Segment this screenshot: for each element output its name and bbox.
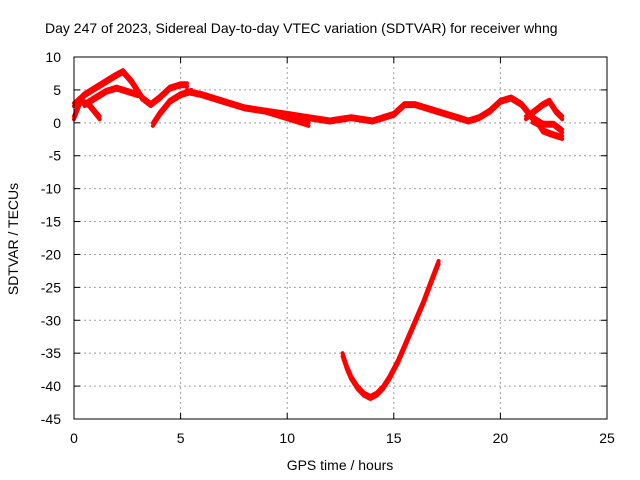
x-tick-label: 10 (279, 430, 295, 446)
y-tick-label: -20 (41, 246, 61, 262)
y-tick-label: 5 (53, 82, 61, 98)
series-line-4-band (150, 90, 194, 128)
series-line-3 (82, 84, 140, 106)
series-line-7-band (487, 97, 565, 135)
y-tick-label: -25 (41, 279, 61, 295)
y-tick-label: 0 (53, 115, 61, 131)
y-tick-label: -10 (41, 181, 61, 197)
y-tick-label: -45 (41, 411, 61, 427)
axis-ticks: 0 5 10 15 20 25 10 5 0 -5 -10 -15 -20 -25 -30 -35 -40 -45 (41, 49, 615, 446)
series-group (72, 68, 565, 401)
series-line-10-band (340, 262, 441, 401)
series-line-9-band (530, 120, 565, 141)
chart-title: Day 247 of 2023, Sidereal Day-to-day VTE… (45, 20, 558, 36)
x-axis-label: GPS time / hours (287, 457, 394, 473)
y-tick-label: 10 (45, 49, 61, 65)
y-tick-label: -15 (41, 214, 61, 230)
y-tick-label: -30 (41, 312, 61, 328)
x-tick-label: 0 (70, 430, 78, 446)
series-line-6-band (263, 104, 492, 125)
series-line-1-band (72, 71, 189, 109)
series-line-3-band (82, 87, 140, 109)
series-line-6 (263, 101, 492, 122)
y-axis-label: SDTVAR / TECUs (5, 183, 21, 295)
y-tick-label: -5 (49, 148, 62, 164)
y-tick-label: -40 (41, 378, 61, 394)
x-tick-label: 5 (177, 430, 185, 446)
x-tick-label: 15 (386, 430, 402, 446)
series-line-8-band (524, 100, 565, 122)
y-tick-label: -35 (41, 345, 61, 361)
series-line-5-band (185, 90, 311, 128)
x-tick-label: 20 (493, 430, 509, 446)
plot-frame (73, 56, 608, 420)
x-tick-label: 25 (599, 430, 615, 446)
